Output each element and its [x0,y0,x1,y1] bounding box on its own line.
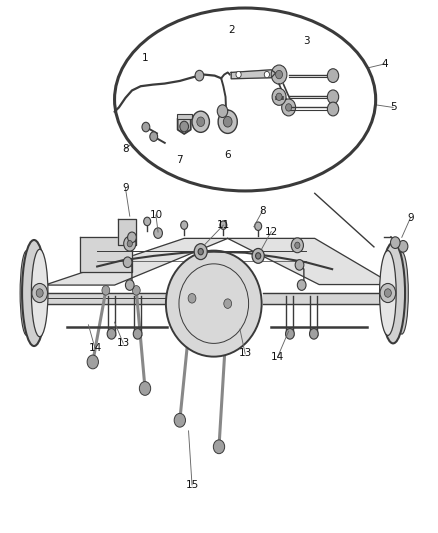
Circle shape [87,355,99,369]
Circle shape [181,221,187,229]
Circle shape [291,238,304,253]
Text: 11: 11 [217,220,230,230]
Circle shape [133,328,142,339]
Circle shape [180,121,188,132]
Circle shape [310,328,318,339]
Circle shape [188,294,196,303]
Circle shape [144,217,151,225]
Circle shape [150,132,158,141]
Text: 12: 12 [265,227,278,237]
Circle shape [236,71,241,78]
Text: 1: 1 [142,53,148,63]
Circle shape [142,122,150,132]
Text: 7: 7 [176,156,182,165]
Text: 3: 3 [303,36,309,46]
Circle shape [276,93,282,101]
Polygon shape [118,219,136,245]
Circle shape [125,280,134,290]
Circle shape [102,286,110,295]
Text: 9: 9 [407,213,414,223]
Circle shape [391,237,400,248]
Circle shape [36,289,43,297]
Circle shape [297,280,306,290]
Circle shape [276,70,283,79]
Circle shape [132,286,140,295]
Circle shape [264,71,269,78]
Ellipse shape [395,252,408,334]
Circle shape [107,328,116,339]
Text: 14: 14 [271,352,284,361]
Circle shape [380,284,396,303]
Circle shape [213,440,225,454]
Text: 13: 13 [238,349,252,359]
Text: 4: 4 [381,59,388,69]
Polygon shape [178,119,191,134]
Circle shape [398,240,408,252]
Text: 8: 8 [259,206,266,216]
Circle shape [217,105,228,117]
Circle shape [271,65,287,84]
Ellipse shape [22,240,46,346]
Circle shape [223,116,232,127]
Circle shape [282,99,296,116]
Circle shape [127,240,132,247]
Circle shape [197,117,205,126]
Circle shape [224,299,232,309]
Ellipse shape [32,249,48,337]
Polygon shape [45,293,167,304]
Ellipse shape [166,251,261,357]
Text: 5: 5 [390,102,396,112]
Text: 10: 10 [149,210,162,220]
Circle shape [220,221,227,229]
Circle shape [286,104,292,111]
Circle shape [127,232,136,243]
Circle shape [198,248,203,255]
Bar [177,114,191,119]
Circle shape [194,244,207,260]
Circle shape [327,90,339,104]
Circle shape [286,328,294,339]
Text: 8: 8 [122,144,129,154]
Circle shape [385,289,391,297]
Polygon shape [80,237,132,272]
Text: 14: 14 [88,343,102,353]
Circle shape [124,236,136,251]
Circle shape [154,228,162,238]
Circle shape [32,284,47,303]
Circle shape [252,248,264,263]
Circle shape [327,69,339,83]
Circle shape [272,88,286,106]
Polygon shape [45,238,228,285]
Ellipse shape [380,251,396,335]
Text: 6: 6 [224,150,231,160]
Text: 9: 9 [122,183,129,193]
Polygon shape [262,293,380,304]
Ellipse shape [20,251,33,335]
Circle shape [218,110,237,133]
Polygon shape [228,238,393,285]
Text: 13: 13 [117,338,130,349]
Circle shape [295,260,304,270]
Ellipse shape [381,243,405,343]
Circle shape [139,382,151,395]
Circle shape [295,242,300,248]
Circle shape [327,102,339,116]
Circle shape [195,70,204,81]
Ellipse shape [115,8,376,191]
Circle shape [174,414,185,427]
Text: 2: 2 [229,25,235,35]
Circle shape [254,222,261,230]
Text: 15: 15 [185,480,199,490]
Circle shape [255,253,261,259]
Circle shape [123,257,132,268]
Polygon shape [231,70,276,79]
Circle shape [192,111,209,132]
